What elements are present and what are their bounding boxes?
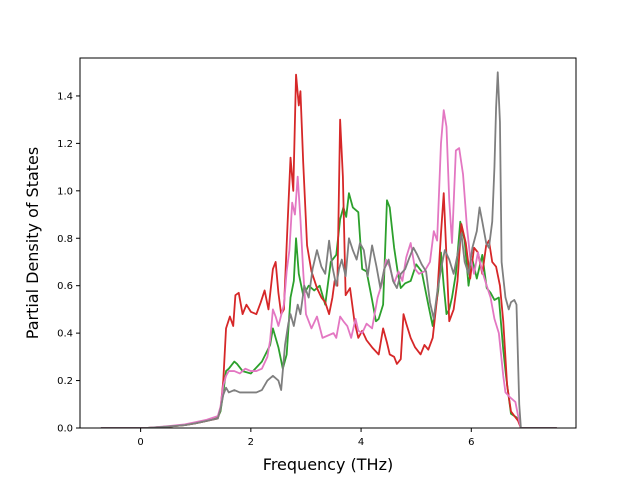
y-tick-label: 1.0 xyxy=(57,186,73,197)
plot-frame xyxy=(79,57,577,429)
series-line-4 xyxy=(100,71,557,428)
x-tick-label: 2 xyxy=(248,437,254,448)
y-tick-label: 0.8 xyxy=(57,234,73,245)
x-tick-label: 6 xyxy=(468,437,474,448)
series-layer xyxy=(100,71,557,428)
y-axis-title: Partial Density of States xyxy=(23,147,42,339)
series-line-2 xyxy=(100,73,557,428)
y-axis-ticks: 0.0 0.2 0.4 0.6 0.8 1.0 1.2 1.4 xyxy=(57,91,80,435)
y-tick-label: 0.2 xyxy=(57,376,73,387)
x-axis-ticks: 0 2 4 6 xyxy=(137,428,474,448)
y-tick-label: 0.4 xyxy=(57,329,73,340)
y-tick-label: 0.6 xyxy=(57,281,73,292)
y-tick-label: 0.0 xyxy=(57,424,73,435)
x-tick-label: 4 xyxy=(358,437,364,448)
y-tick-label: 1.2 xyxy=(57,139,73,150)
y-tick-label: 1.4 xyxy=(57,91,73,102)
x-axis-title: Frequency (THz) xyxy=(263,455,393,474)
x-tick-label: 0 xyxy=(137,437,143,448)
